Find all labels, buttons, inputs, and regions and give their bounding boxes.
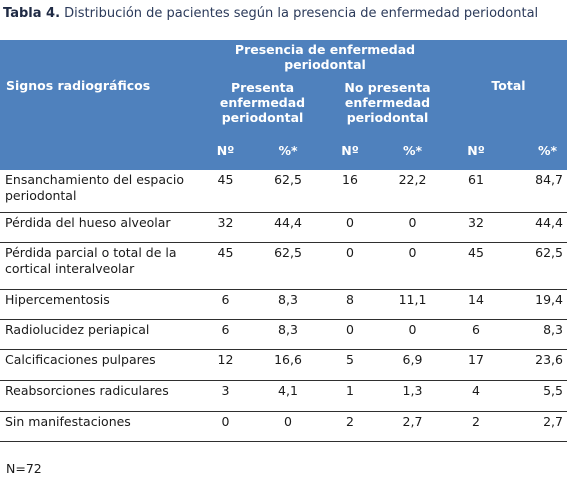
cell-total-pct: 44,4 — [502, 212, 567, 243]
cell-presenta-pct: 0 — [251, 411, 325, 442]
table-caption: Tabla 4. Distribución de pacientes según… — [3, 6, 538, 21]
cell-presenta-n: 32 — [200, 212, 251, 243]
cell-no-presenta-pct: 2,7 — [375, 411, 450, 442]
row-label: Pérdida parcial o total de la cortical i… — [0, 242, 200, 290]
cell-no-presenta-n: 0 — [325, 212, 375, 243]
row-label: Pérdida del hueso alveolar — [0, 212, 200, 243]
cell-presenta-n: 6 — [200, 319, 251, 350]
cell-no-presenta-n: 0 — [325, 242, 375, 290]
cell-no-presenta-pct: 22,2 — [375, 170, 450, 213]
cell-total-n: 45 — [450, 242, 502, 290]
header-group: Presencia de enfermedad periodontal — [200, 40, 450, 74]
cell-total-n: 2 — [450, 411, 502, 442]
table-row: Hipercementosis 6 8,3 8 11,1 14 19,4 — [0, 289, 567, 320]
header-signos: Signos radiográficos — [0, 40, 200, 131]
cell-presenta-n: 6 — [200, 289, 251, 320]
table-row: Reabsorciones radiculares 3 4,1 1 1,3 4 … — [0, 380, 567, 412]
row-label: Ensanchamiento del espacio periodontal — [0, 170, 200, 213]
cell-total-pct: 19,4 — [502, 289, 567, 320]
cell-presenta-pct: 62,5 — [251, 242, 325, 290]
header-n: Nº — [450, 131, 502, 170]
row-label: Calcificaciones pulpares — [0, 349, 200, 381]
cell-total-n: 32 — [450, 212, 502, 243]
cell-presenta-n: 0 — [200, 411, 251, 442]
cell-presenta-pct: 8,3 — [251, 289, 325, 320]
cell-no-presenta-pct: 6,9 — [375, 349, 450, 381]
cell-presenta-n: 12 — [200, 349, 251, 381]
cell-total-n: 61 — [450, 170, 502, 213]
table-caption-text: Distribución de pacientes según la prese… — [60, 6, 539, 21]
cell-presenta-pct: 16,6 — [251, 349, 325, 381]
header-pct: %* — [502, 131, 567, 170]
cell-no-presenta-n: 5 — [325, 349, 375, 381]
cell-total-pct: 5,5 — [502, 380, 567, 412]
header-presenta: Presenta enfermedad periodontal — [200, 74, 325, 131]
cell-presenta-pct: 44,4 — [251, 212, 325, 243]
header-pct: %* — [375, 131, 450, 170]
cell-no-presenta-pct: 11,1 — [375, 289, 450, 320]
table-row: Sin manifestaciones 0 0 2 2,7 2 2,7 — [0, 411, 567, 442]
cell-no-presenta-n: 8 — [325, 289, 375, 320]
cell-no-presenta-n: 0 — [325, 319, 375, 350]
cell-no-presenta-pct: 0 — [375, 319, 450, 350]
cell-presenta-pct: 62,5 — [251, 170, 325, 213]
table-footnote: N=72 — [6, 461, 42, 476]
cell-no-presenta-pct: 1,3 — [375, 380, 450, 412]
header-n: Nº — [200, 131, 251, 170]
cell-total-pct: 62,5 — [502, 242, 567, 290]
cell-total-n: 17 — [450, 349, 502, 381]
cell-total-n: 6 — [450, 319, 502, 350]
table-row: Radiolucidez periapical 6 8,3 0 0 6 8,3 — [0, 319, 567, 350]
row-label: Reabsorciones radiculares — [0, 380, 200, 412]
cell-total-n: 4 — [450, 380, 502, 412]
cell-presenta-n: 45 — [200, 170, 251, 213]
row-label: Hipercementosis — [0, 289, 200, 320]
cell-no-presenta-pct: 0 — [375, 242, 450, 290]
data-table: Signos radiográficos Presencia de enferm… — [0, 40, 567, 442]
cell-total-pct: 2,7 — [502, 411, 567, 442]
cell-total-pct: 84,7 — [502, 170, 567, 213]
table-row: Calcificaciones pulpares 12 16,6 5 6,9 1… — [0, 349, 567, 381]
header-empty — [0, 131, 200, 170]
row-label: Radiolucidez periapical — [0, 319, 200, 350]
header-no-presenta: No presenta enfermedad periodontal — [325, 74, 450, 131]
cell-presenta-pct: 4,1 — [251, 380, 325, 412]
header-n: Nº — [325, 131, 375, 170]
cell-no-presenta-n: 16 — [325, 170, 375, 213]
cell-presenta-n: 3 — [200, 380, 251, 412]
cell-no-presenta-pct: 0 — [375, 212, 450, 243]
header-total: Total — [450, 40, 567, 131]
table-row: Ensanchamiento del espacio periodontal 4… — [0, 170, 567, 213]
cell-total-pct: 23,6 — [502, 349, 567, 381]
cell-no-presenta-n: 2 — [325, 411, 375, 442]
table-number: Tabla 4. — [3, 6, 61, 21]
table-row: Pérdida parcial o total de la cortical i… — [0, 242, 567, 290]
row-label: Sin manifestaciones — [0, 411, 200, 442]
cell-total-n: 14 — [450, 289, 502, 320]
cell-total-pct: 8,3 — [502, 319, 567, 350]
cell-presenta-pct: 8,3 — [251, 319, 325, 350]
header-pct: %* — [251, 131, 325, 170]
cell-no-presenta-n: 1 — [325, 380, 375, 412]
cell-presenta-n: 45 — [200, 242, 251, 290]
table-row: Pérdida del hueso alveolar 32 44,4 0 0 3… — [0, 212, 567, 243]
